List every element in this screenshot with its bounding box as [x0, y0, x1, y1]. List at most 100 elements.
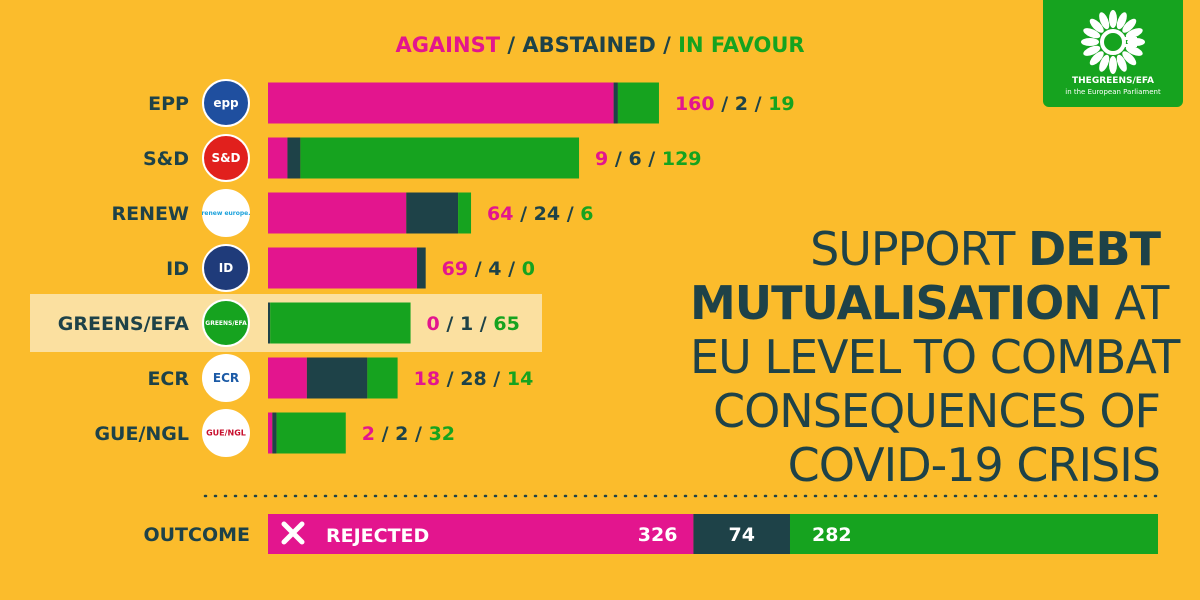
party-label-renew: RENEW: [112, 203, 189, 225]
value-epp-against: 160: [675, 93, 715, 115]
outcome-result: REJECTED: [326, 525, 429, 547]
bar-s-d-against: [268, 137, 288, 179]
row-renew: RENEW renew europe. 64 / 24 / 6: [112, 189, 594, 237]
row-gue-ngl: GUE/NGL GUE/NGL 2 / 2 / 32: [94, 409, 455, 457]
value-epp-abstained: 2: [735, 93, 748, 115]
value-greens-efa-in-favour: 65: [493, 313, 519, 335]
value-s-d-against: 9: [595, 148, 608, 170]
svg-text:ID: ID: [219, 261, 233, 275]
legend-part-2: ABSTAINED: [522, 33, 656, 57]
value-renew-against: 64: [487, 203, 513, 225]
legend-part-3: /: [656, 33, 678, 57]
bar-id-abstained: [417, 247, 426, 289]
bar-gue-ngl-in-favour: [276, 412, 346, 454]
value-id-against: 69: [442, 258, 468, 280]
outcome-bar-abstained: [693, 514, 790, 554]
value-gue-ngl-abstained: 2: [395, 423, 408, 445]
legend-part-0: AGAINST: [395, 33, 500, 57]
bar-epp-against: [268, 82, 614, 124]
title-line2-a: MUTUALISATION: [690, 276, 1102, 330]
party-logo-gue-ngl: GUE/NGL: [202, 409, 250, 457]
values-greens-efa: 0 / 1 / 65: [427, 313, 520, 335]
outcome-label: OUTCOME: [143, 524, 250, 546]
row-greens-efa: GREENS/EFA GREENS/EFA 0 / 1 / 65: [30, 294, 542, 352]
svg-text:S&D: S&D: [211, 151, 240, 165]
rejected-x-icon: [281, 521, 305, 545]
bar-id-against: [268, 247, 418, 289]
brand-name: THEGREENS/EFA: [1072, 76, 1154, 86]
party-label-id: ID: [166, 258, 189, 280]
value-epp-in-favour: 19: [768, 93, 794, 115]
svg-text:GREENS/EFA: GREENS/EFA: [205, 320, 247, 327]
title-line4: CONSEQUENCES OF: [712, 384, 1161, 438]
outcome-bar-against: [268, 514, 694, 554]
outcome-value-in-favour: 282: [812, 524, 852, 546]
title-line3: EU LEVEL TO COMBAT: [690, 330, 1180, 384]
party-label-gue-ngl: GUE/NGL: [94, 423, 189, 445]
outcome-value-against: 326: [638, 524, 678, 546]
chart-title: SUPPORT DEBT MUTUALISATION AT EU LEVEL T…: [690, 222, 1180, 492]
legend-part-1: /: [500, 33, 522, 57]
bar-epp-abstained: [613, 82, 618, 124]
value-id-abstained: 4: [488, 258, 501, 280]
row-id: ID ID 69 / 4 / 0: [166, 244, 535, 292]
title-line2-b: AT: [1100, 276, 1169, 330]
svg-text:renew europe.: renew europe.: [201, 210, 250, 217]
outcome-value-abstained: 74: [728, 524, 754, 546]
value-ecr-abstained: 28: [460, 368, 486, 390]
bar-gue-ngl-against: [268, 412, 273, 454]
row-s-d: S&D S&D 9 / 6 / 129: [143, 134, 702, 182]
value-gue-ngl-in-favour: 32: [429, 423, 455, 445]
title-line5: COVID-19 CRISIS: [787, 438, 1161, 492]
legend-part-4: IN FAVOUR: [678, 33, 804, 57]
bar-epp-in-favour: [617, 82, 659, 124]
value-ecr-against: 18: [414, 368, 440, 390]
row-ecr: ECR ECR 18 / 28 / 14: [147, 354, 534, 402]
value-renew-in-favour: 6: [580, 203, 593, 225]
values-id: 69 / 4 / 0: [442, 258, 535, 280]
values-gue-ngl: 2 / 2 / 32: [362, 423, 455, 445]
bar-greens-efa-abstained: [268, 302, 271, 344]
values-renew: 64 / 24 / 6: [487, 203, 593, 225]
sunflower-icon: [1081, 10, 1145, 74]
values-epp: 160 / 2 / 19: [675, 93, 795, 115]
value-renew-abstained: 24: [534, 203, 560, 225]
outcome-bar-in-favour: [789, 514, 1158, 554]
value-ecr-in-favour: 14: [507, 368, 533, 390]
greens-efa-logo: THEGREENS/EFA in the European Parliament: [1043, 0, 1183, 107]
values-ecr: 18 / 28 / 14: [414, 368, 534, 390]
party-label-greens-efa: GREENS/EFA: [58, 313, 189, 335]
svg-text:GUE/NGL: GUE/NGL: [206, 429, 246, 438]
value-gue-ngl-against: 2: [362, 423, 375, 445]
bar-ecr-in-favour: [367, 357, 398, 399]
party-logo-epp: epp: [202, 79, 250, 127]
bar-renew-abstained: [406, 192, 459, 234]
outcome-row: OUTCOME 326 74 282 REJECTED: [143, 514, 1158, 554]
bar-s-d-in-favour: [300, 137, 580, 179]
party-rows: EPP epp 160 / 2 / 19S&D S&D 9 / 6 / 129RENEW…: [30, 79, 795, 457]
party-label-ecr: ECR: [147, 368, 189, 390]
party-label-epp: EPP: [148, 93, 189, 115]
party-logo-ecr: ECR: [202, 354, 250, 402]
title-line1-a: SUPPORT: [810, 222, 1028, 276]
bar-gue-ngl-abstained: [272, 412, 277, 454]
value-s-d-in-favour: 129: [662, 148, 702, 170]
bar-renew-in-favour: [458, 192, 472, 234]
value-greens-efa-against: 0: [427, 313, 440, 335]
legend-header: AGAINST / ABSTAINED / IN FAVOUR: [395, 33, 804, 57]
party-logo-id: ID: [202, 244, 250, 292]
bar-s-d-abstained: [287, 137, 301, 179]
party-logo-renew: renew europe.: [201, 189, 251, 237]
party-label-s-d: S&D: [143, 148, 189, 170]
value-s-d-abstained: 6: [628, 148, 641, 170]
party-logo-greens-efa: GREENS/EFA: [202, 299, 250, 347]
bar-ecr-against: [268, 357, 307, 399]
svg-text:ECR: ECR: [213, 371, 239, 385]
bar-greens-efa-in-favour: [270, 302, 411, 344]
svg-text:epp: epp: [213, 96, 239, 110]
values-s-d: 9 / 6 / 129: [595, 148, 701, 170]
brand-subtitle: in the European Parliament: [1065, 88, 1161, 96]
bar-renew-against: [268, 192, 407, 234]
value-greens-efa-abstained: 1: [460, 313, 473, 335]
